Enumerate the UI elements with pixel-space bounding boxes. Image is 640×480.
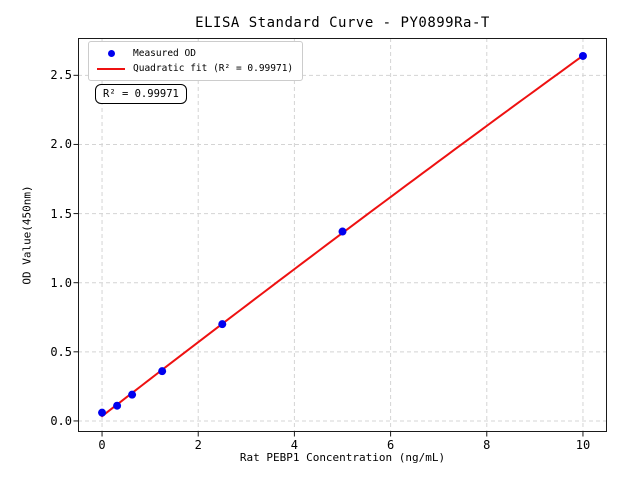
scatter-marker-icon xyxy=(107,50,115,57)
quadratic-fit-line xyxy=(101,54,584,418)
y-tick-label: 2.5 xyxy=(50,68,72,83)
data-point xyxy=(128,390,137,399)
data-point xyxy=(218,320,227,329)
data-point xyxy=(98,408,107,417)
x-tick-label: 8 xyxy=(483,438,491,452)
axes-frame xyxy=(78,38,607,432)
data-point xyxy=(158,367,167,376)
legend-item-measured-od: Measured OD xyxy=(96,46,293,61)
line-marker-icon xyxy=(97,67,125,70)
legend-marker-cell xyxy=(96,50,126,57)
x-tick-label: 10 xyxy=(575,438,591,452)
legend-item-quadratic-fit: Quadratic fit (R² = 0.99971) xyxy=(96,61,293,76)
plot-canvas xyxy=(73,38,607,437)
legend-label-quadratic-fit: Quadratic fit (R² = 0.99971) xyxy=(133,63,294,74)
x-tick-label: 0 xyxy=(98,438,106,452)
r-squared-annotation: R² = 0.99971 xyxy=(95,84,187,104)
data-point xyxy=(113,401,122,410)
data-point xyxy=(338,227,347,236)
y-tick-label: 1.5 xyxy=(50,206,72,221)
y-tick-label: 0.5 xyxy=(50,344,72,359)
x-axis-label: Rat PEBP1 Concentration (ng/mL) xyxy=(239,451,446,464)
y-tick-label: 2.0 xyxy=(50,137,72,152)
y-axis-label: OD Value(450nm) xyxy=(20,185,34,285)
chart-title: ELISA Standard Curve - PY0899Ra-T xyxy=(195,15,490,31)
data-point xyxy=(578,51,587,60)
legend: Measured OD Quadratic fit (R² = 0.99971) xyxy=(88,41,304,81)
x-tick-label: 4 xyxy=(290,438,299,452)
x-tick-label: 2 xyxy=(194,438,202,452)
y-tick-label: 0.0 xyxy=(50,413,72,428)
y-tick-label: 1.0 xyxy=(50,275,72,290)
x-tick-label: 6 xyxy=(386,438,395,452)
legend-marker-cell xyxy=(96,67,126,70)
legend-label-measured-od: Measured OD xyxy=(133,48,196,59)
